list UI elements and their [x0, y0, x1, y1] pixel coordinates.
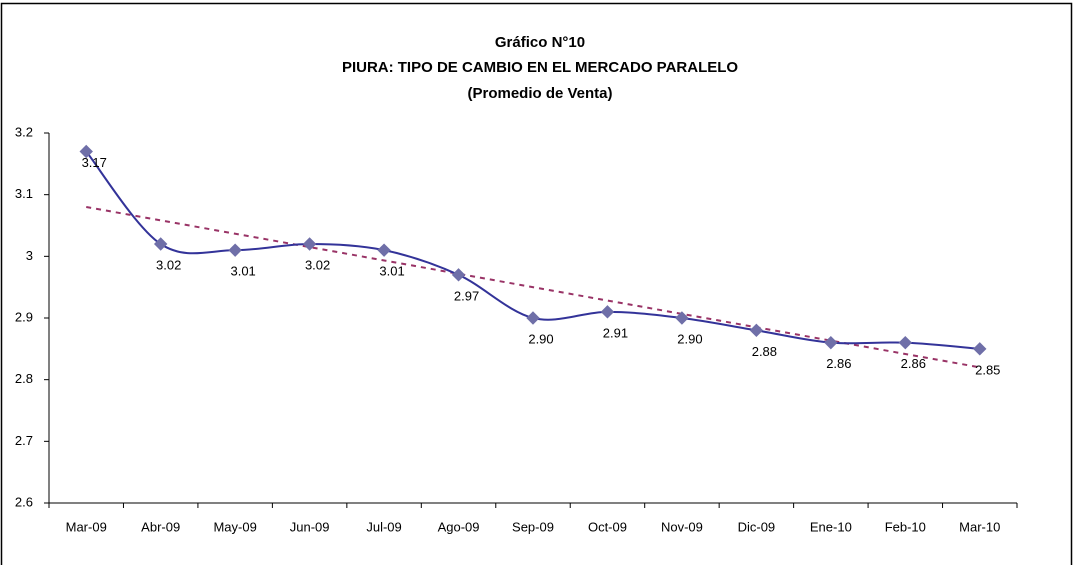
marker — [228, 243, 242, 257]
data-label: 2.91 — [603, 325, 628, 340]
data-label: 2.90 — [528, 331, 553, 346]
data-label: 2.88 — [752, 344, 777, 359]
marker — [153, 237, 168, 251]
marker — [973, 342, 987, 356]
marker — [675, 311, 689, 325]
y-tick-label: 2.9 — [15, 309, 33, 324]
x-tick-label: Sep-09 — [512, 519, 554, 534]
x-tick-label: Dic-09 — [738, 519, 776, 534]
x-tick-label: Oct-09 — [588, 519, 627, 534]
y-tick-label: 2.7 — [15, 433, 33, 448]
marker — [824, 335, 838, 350]
y-tick-label: 2.6 — [15, 494, 33, 509]
marker — [526, 311, 540, 325]
trendline — [86, 206, 980, 369]
x-tick-label: Ene-10 — [810, 519, 852, 534]
data-label: 2.85 — [975, 362, 1000, 377]
marker — [898, 335, 913, 350]
data-label: 3.01 — [230, 264, 255, 279]
marker — [451, 268, 466, 282]
marker — [377, 243, 391, 257]
chart-subtitle: PIURA: TIPO DE CAMBIO EN EL MERCADO PARA… — [342, 59, 738, 76]
x-tick-label: Abr-09 — [141, 519, 180, 534]
x-tick-label: Nov-09 — [661, 519, 703, 534]
chart-title: Gráfico N°10 — [495, 34, 585, 51]
data-label: 2.86 — [826, 356, 851, 371]
marker — [79, 144, 93, 159]
data-label: 3.02 — [305, 257, 330, 272]
marker — [302, 237, 317, 251]
data-label: 2.97 — [454, 288, 479, 303]
data-label: 3.02 — [156, 257, 181, 272]
y-tick-label: 3.1 — [15, 186, 33, 201]
y-tick-label: 3.2 — [15, 124, 33, 139]
data-label: 3.01 — [379, 264, 404, 279]
data-label: 2.90 — [677, 331, 702, 346]
y-tick-label: 3 — [26, 248, 33, 263]
y-tick-label: 2.8 — [15, 371, 33, 386]
marker — [749, 323, 764, 338]
marker — [600, 305, 615, 319]
x-tick-label: Feb-10 — [885, 519, 926, 534]
chart-note: (Promedio de Venta) — [467, 85, 612, 102]
x-tick-label: Mar-10 — [959, 519, 1000, 534]
x-tick-label: Ago-09 — [438, 519, 480, 534]
data-label: 3.17 — [82, 155, 107, 170]
x-tick-label: May-09 — [213, 519, 256, 534]
data-label: 2.86 — [901, 356, 926, 371]
x-tick-label: Jun-09 — [290, 519, 330, 534]
x-tick-label: Jul-09 — [366, 519, 401, 534]
x-tick-label: Mar-09 — [66, 519, 107, 534]
